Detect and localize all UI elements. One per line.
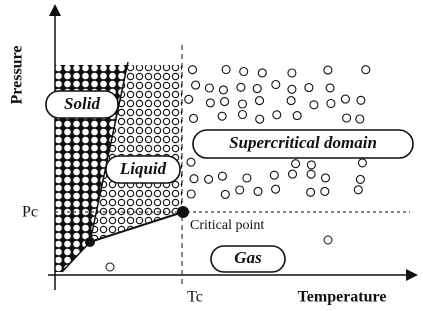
particle bbox=[307, 170, 315, 178]
particle bbox=[307, 161, 315, 169]
particle bbox=[239, 111, 247, 119]
particle bbox=[187, 190, 195, 198]
critical-point-label: Critical point bbox=[190, 218, 264, 233]
tc-label: Tc bbox=[187, 289, 203, 306]
particle bbox=[256, 115, 264, 123]
particle bbox=[221, 190, 229, 198]
particle bbox=[205, 84, 213, 92]
particle bbox=[327, 100, 335, 108]
particle bbox=[185, 95, 193, 103]
particle bbox=[356, 175, 364, 183]
particle bbox=[358, 159, 366, 167]
particle bbox=[357, 96, 365, 104]
particle bbox=[222, 66, 230, 74]
pc-label: Pc bbox=[22, 204, 38, 221]
particle bbox=[356, 115, 364, 123]
particle bbox=[240, 68, 248, 76]
particle bbox=[205, 175, 213, 183]
particle bbox=[289, 170, 297, 178]
y-axis-label: Pressure bbox=[9, 46, 26, 105]
particle bbox=[190, 175, 198, 183]
particle bbox=[341, 95, 349, 103]
particle bbox=[218, 172, 226, 180]
solid-label: Solid bbox=[64, 94, 100, 113]
gas-particle bbox=[324, 236, 332, 244]
triple-point bbox=[85, 237, 95, 247]
particle bbox=[322, 174, 330, 182]
liquid-label: Liquid bbox=[119, 159, 167, 178]
particle bbox=[243, 174, 251, 182]
particle bbox=[218, 112, 226, 120]
gas-label: Gas bbox=[234, 248, 262, 267]
particle bbox=[292, 160, 300, 168]
phase-diagram: Solid Liquid Supercritical domain Gas Cr… bbox=[0, 0, 423, 311]
particle bbox=[239, 100, 247, 108]
particle bbox=[293, 112, 301, 120]
particle bbox=[206, 99, 214, 107]
particle bbox=[190, 114, 198, 122]
particle bbox=[288, 69, 296, 77]
particle bbox=[187, 158, 195, 166]
particle bbox=[343, 114, 351, 122]
particle bbox=[310, 101, 318, 109]
particle bbox=[321, 187, 329, 195]
particle bbox=[362, 66, 370, 74]
particle bbox=[192, 81, 200, 89]
critical-point bbox=[177, 206, 189, 218]
particle bbox=[307, 188, 315, 196]
particle bbox=[287, 97, 295, 105]
particle bbox=[256, 97, 264, 105]
particle bbox=[273, 111, 281, 119]
gas-particle bbox=[106, 263, 114, 271]
particle bbox=[324, 66, 332, 74]
particle bbox=[254, 187, 262, 195]
supercritical-label: Supercritical domain bbox=[229, 133, 377, 152]
particle bbox=[236, 186, 244, 194]
particle bbox=[326, 84, 334, 92]
particle bbox=[237, 83, 245, 91]
particle bbox=[305, 84, 313, 92]
particle bbox=[288, 85, 296, 93]
particle bbox=[354, 186, 362, 194]
particle bbox=[258, 69, 266, 77]
particle bbox=[221, 98, 229, 106]
particle bbox=[272, 81, 280, 89]
particle bbox=[189, 66, 197, 74]
particle bbox=[253, 85, 261, 93]
particle bbox=[270, 171, 278, 179]
x-axis-label: Temperature bbox=[298, 289, 387, 306]
particle bbox=[219, 86, 227, 94]
particle bbox=[272, 185, 280, 193]
